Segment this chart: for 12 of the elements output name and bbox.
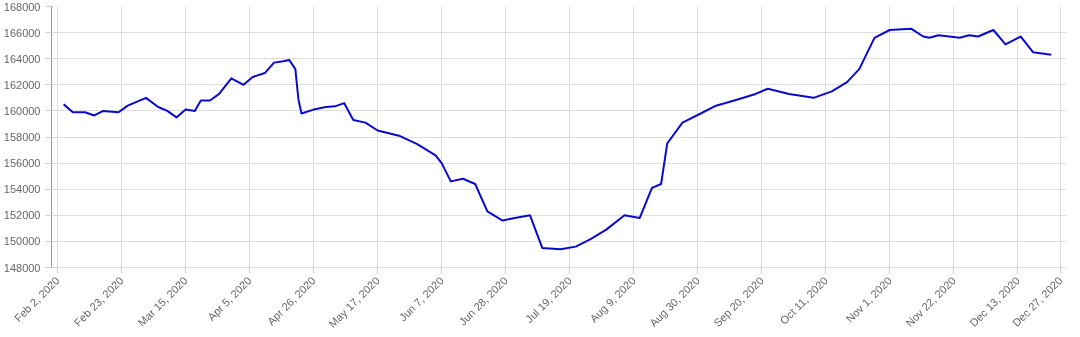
y-tick-label: 154000 (3, 183, 41, 196)
y-tick-label: 152000 (3, 209, 41, 222)
y-tick-label: 150000 (3, 235, 41, 248)
line-series (62, 27, 1053, 251)
y-tick-label: 160000 (3, 104, 41, 117)
y-tick-label: 166000 (3, 26, 41, 39)
y-tick-label: 158000 (3, 131, 41, 143)
y-tick-label: 168000 (3, 0, 41, 13)
y-tick-label: 148000 (3, 261, 41, 274)
y-tick-label: 156000 (3, 157, 41, 170)
y-tick-label: 164000 (3, 52, 41, 65)
y-tick-label: 162000 (3, 78, 41, 91)
